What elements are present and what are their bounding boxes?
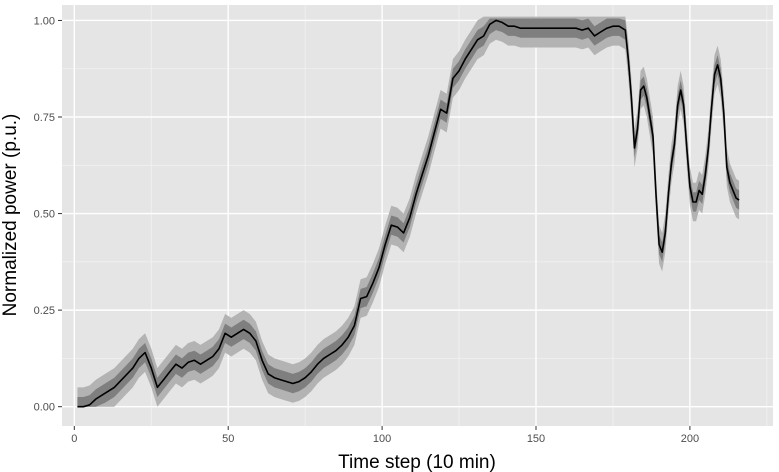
- y-tick-label: 1.00: [34, 15, 55, 27]
- series-line: [77, 19, 740, 408]
- x-tick-label: 0: [71, 433, 77, 445]
- inner-uncertainty-band: [77, 18, 740, 407]
- y-axis-ticks: 0.00 0.25 0.50 0.75 1.00: [34, 15, 62, 414]
- y-tick-label: 0.00: [34, 402, 55, 414]
- y-tick-label: 0.75: [34, 112, 55, 124]
- x-tick-label: 50: [222, 433, 234, 445]
- x-axis-ticks: 0 50 100 150 200: [71, 426, 699, 445]
- y-tick-label: 0.25: [34, 305, 55, 317]
- x-tick-label: 100: [373, 433, 391, 445]
- y-axis-title: Normalized power (p.u.): [0, 114, 21, 317]
- major-gridlines: [62, 5, 773, 426]
- x-axis-title: Time step (10 min): [338, 452, 496, 472]
- outer-uncertainty-band: [77, 16, 740, 407]
- x-tick-label: 200: [681, 433, 699, 445]
- y-tick-label: 0.50: [34, 209, 55, 221]
- x-tick-label: 150: [527, 433, 545, 445]
